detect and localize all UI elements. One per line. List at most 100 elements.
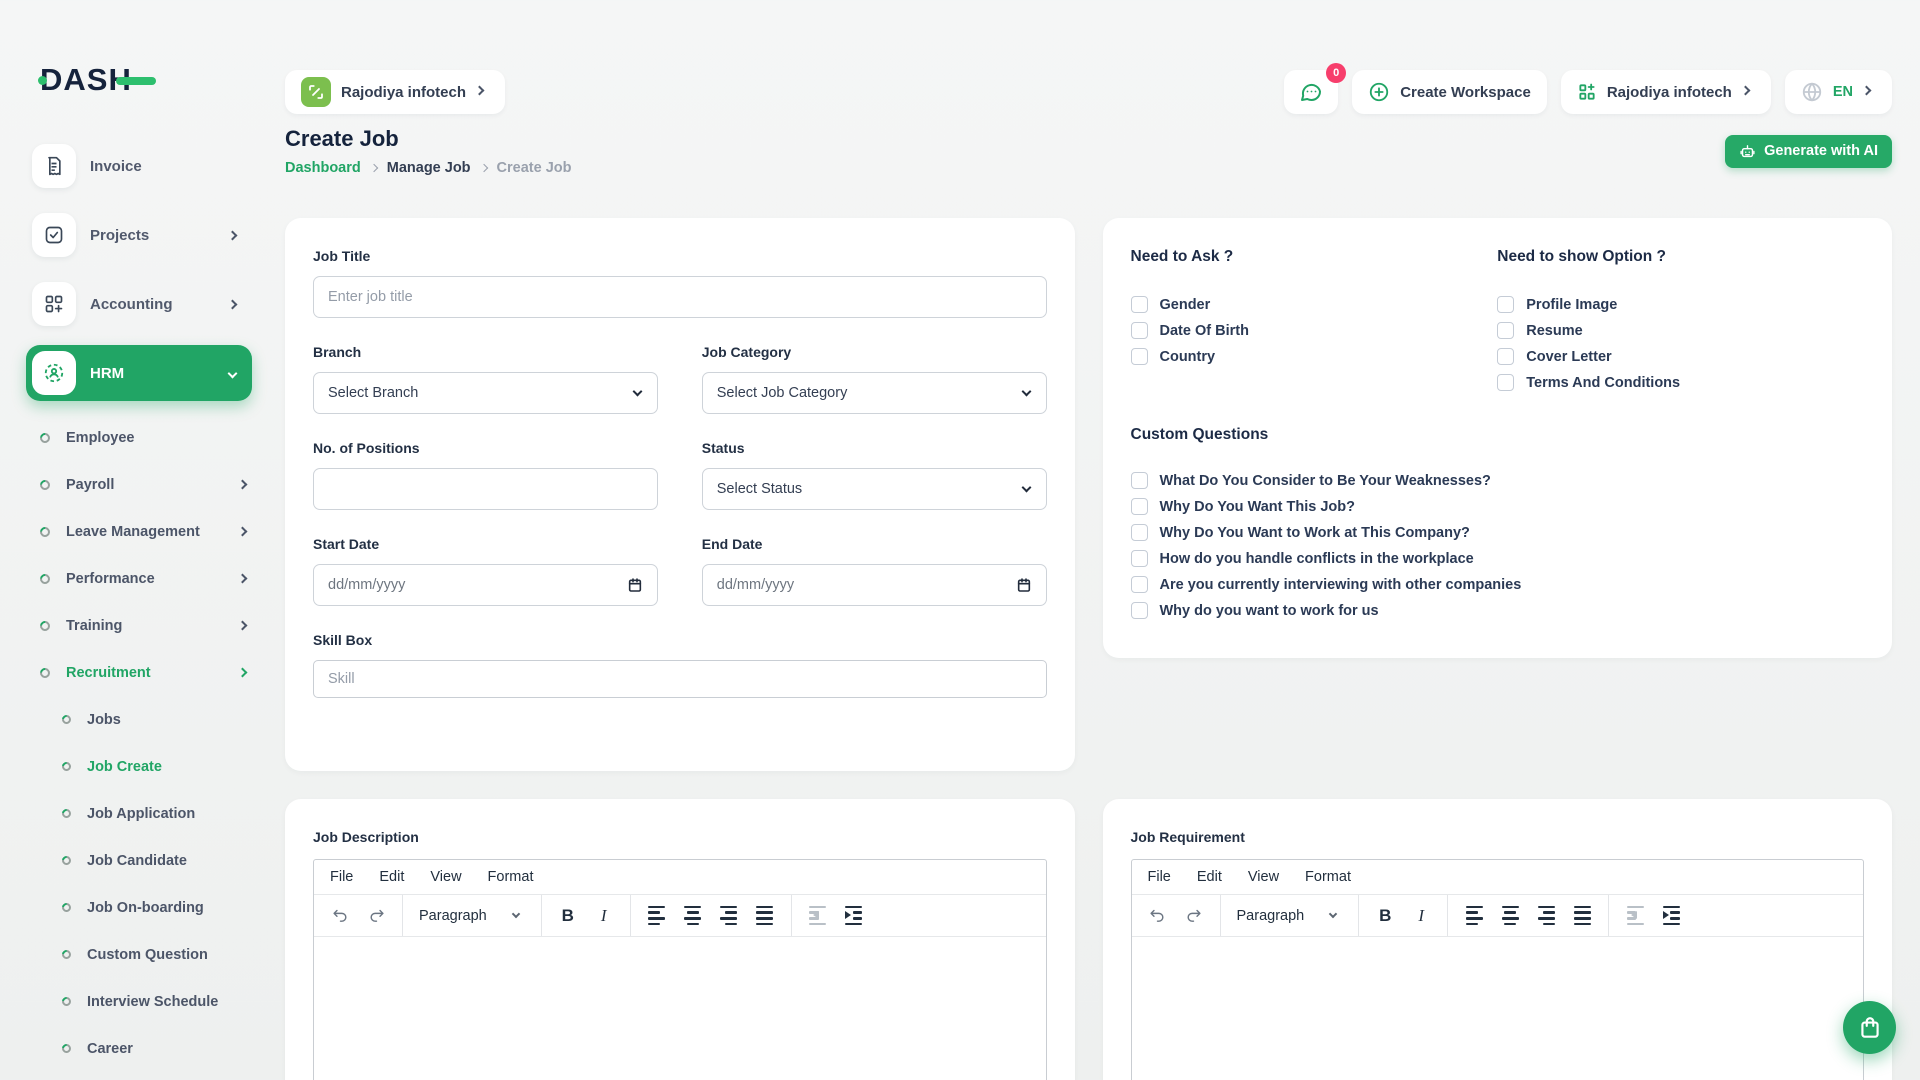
undo-icon <box>1149 907 1166 924</box>
undo-button[interactable] <box>1142 900 1174 932</box>
outdent-button[interactable] <box>802 900 834 932</box>
editor-menubar: File Edit View Format <box>1131 860 1863 895</box>
checkbox-label: How do you handle conflicts in the workp… <box>1159 550 1474 567</box>
account-menu[interactable]: Rajodiya infotech <box>1560 70 1771 114</box>
job-title-input[interactable] <box>313 276 1047 318</box>
sidebar-item-employee[interactable]: Employee <box>37 414 252 461</box>
breadcrumb-manage-job[interactable]: Manage Job <box>386 160 471 176</box>
custom-question-checkbox[interactable] <box>1130 498 1148 515</box>
sidebar-item-performance[interactable]: Performance <box>37 555 252 602</box>
align-right-button[interactable] <box>713 900 745 932</box>
align-justify-button[interactable] <box>749 900 781 932</box>
end-date-input[interactable]: dd/mm/yyyy <box>701 564 1047 606</box>
cart-fab-button[interactable] <box>1843 1001 1896 1054</box>
align-center-button[interactable] <box>1494 900 1526 932</box>
paragraph-label: Paragraph <box>419 907 487 924</box>
sub-item-label: Training <box>66 617 123 634</box>
italic-button[interactable]: I <box>1405 900 1437 932</box>
cover-letter-checkbox[interactable] <box>1497 348 1515 365</box>
skill-input[interactable] <box>313 660 1047 698</box>
profile-image-checkbox[interactable] <box>1497 296 1515 313</box>
paragraph-style-dropdown[interactable]: Paragraph <box>1231 908 1349 924</box>
menu-edit[interactable]: Edit <box>1196 869 1222 885</box>
create-workspace-label: Create Workspace <box>1400 83 1531 101</box>
sidebar-item-job-onboarding[interactable]: Job On-boarding <box>60 884 252 931</box>
menu-file[interactable]: File <box>1147 869 1171 885</box>
sidebar-item-hr-admin[interactable]: HR Admin <box>32 1072 252 1080</box>
sidebar-item-job-candidate[interactable]: Job Candidate <box>60 837 252 884</box>
checkbox-row-resume: Resume <box>1497 322 1864 339</box>
sub-item-label: Job Create <box>87 758 162 775</box>
sidebar-item-training[interactable]: Training <box>37 602 252 649</box>
chevron-right-icon <box>237 667 248 678</box>
sidebar-item-payroll[interactable]: Payroll <box>37 461 252 508</box>
sidebar-item-interview-schedule[interactable]: Interview Schedule <box>60 978 252 1025</box>
country-checkbox[interactable] <box>1130 348 1148 365</box>
undo-button[interactable] <box>324 900 356 932</box>
custom-question-checkbox[interactable] <box>1130 576 1148 593</box>
custom-question-checkbox[interactable] <box>1130 524 1148 541</box>
custom-question-checkbox[interactable] <box>1130 472 1148 489</box>
align-left-button[interactable] <box>641 900 673 932</box>
branch-select[interactable]: Select Branch <box>313 372 658 414</box>
breadcrumb-dashboard[interactable]: Dashboard <box>285 160 361 176</box>
menu-format[interactable]: Format <box>487 869 534 885</box>
sidebar-item-accounting[interactable]: Accounting <box>26 276 252 332</box>
sidebar-item-job-create[interactable]: Job Create <box>60 743 252 790</box>
generate-with-ai-button[interactable]: Generate with AI <box>1725 134 1892 168</box>
sidebar-item-label: Accounting <box>90 295 173 313</box>
chevron-right-icon <box>237 573 248 584</box>
messages-button[interactable]: 0 <box>1284 63 1347 114</box>
sidebar-item-leave-management[interactable]: Leave Management <box>37 508 252 555</box>
custom-question-checkbox[interactable] <box>1130 550 1148 567</box>
custom-question-checkbox[interactable] <box>1130 602 1148 619</box>
job-requirement-editor: File Edit View Format Paragraph <box>1130 859 1864 1080</box>
language-selector[interactable]: EN <box>1784 70 1892 114</box>
date-of-birth-checkbox[interactable] <box>1130 322 1148 339</box>
status-select[interactable]: Select Status <box>701 468 1047 510</box>
sidebar-item-hrm[interactable]: HRM <box>26 345 252 401</box>
sidebar-item-recruitment[interactable]: Recruitment <box>37 649 252 696</box>
bold-button[interactable]: B <box>1369 900 1401 932</box>
menu-view[interactable]: View <box>430 869 462 885</box>
job-requirement-textarea[interactable] <box>1132 937 1864 1080</box>
job-category-select[interactable]: Select Job Category <box>701 372 1047 414</box>
sidebar-item-projects[interactable]: Projects <box>26 207 252 263</box>
sidebar-item-invoice[interactable]: Invoice <box>26 138 252 194</box>
terms-checkbox[interactable] <box>1497 374 1515 391</box>
bullet-icon <box>60 713 73 726</box>
indent-button[interactable] <box>1655 900 1687 932</box>
start-date-input[interactable]: dd/mm/yyyy <box>313 564 658 606</box>
positions-input[interactable] <box>313 468 658 510</box>
align-justify-button[interactable] <box>1566 900 1598 932</box>
italic-button[interactable]: I <box>588 900 620 932</box>
outdent-button[interactable] <box>1619 900 1651 932</box>
gender-checkbox[interactable] <box>1130 296 1148 313</box>
job-description-textarea[interactable] <box>314 937 1046 1080</box>
chevron-down-icon <box>474 85 485 96</box>
align-right-button[interactable] <box>1530 900 1562 932</box>
create-workspace-button[interactable]: Create Workspace <box>1352 70 1547 114</box>
start-date-placeholder: dd/mm/yyyy <box>328 577 406 593</box>
job-title-label: Job Title <box>313 248 371 264</box>
align-center-button[interactable] <box>677 900 709 932</box>
resume-checkbox[interactable] <box>1497 322 1515 339</box>
align-left-button[interactable] <box>1458 900 1490 932</box>
app-logo[interactable]: DASH <box>38 62 252 98</box>
paragraph-style-dropdown[interactable]: Paragraph <box>413 908 531 924</box>
hrm-submenu: Employee Payroll Leave Management Perfor… <box>37 414 252 1080</box>
workspace-switcher[interactable]: Rajodiya infotech <box>285 70 506 114</box>
bold-button[interactable]: B <box>552 900 584 932</box>
sidebar-item-job-application[interactable]: Job Application <box>60 790 252 837</box>
redo-button[interactable] <box>360 900 392 932</box>
sidebar-item-custom-question[interactable]: Custom Question <box>60 931 252 978</box>
menu-file[interactable]: File <box>330 869 354 885</box>
redo-button[interactable] <box>1178 900 1210 932</box>
sidebar-item-career[interactable]: Career <box>60 1025 252 1072</box>
menu-view[interactable]: View <box>1247 869 1280 885</box>
job-requirement-label: Job Requirement <box>1130 829 1245 845</box>
indent-button[interactable] <box>838 900 870 932</box>
menu-format[interactable]: Format <box>1305 869 1351 885</box>
sidebar-item-jobs[interactable]: Jobs <box>60 696 252 743</box>
menu-edit[interactable]: Edit <box>379 869 405 885</box>
